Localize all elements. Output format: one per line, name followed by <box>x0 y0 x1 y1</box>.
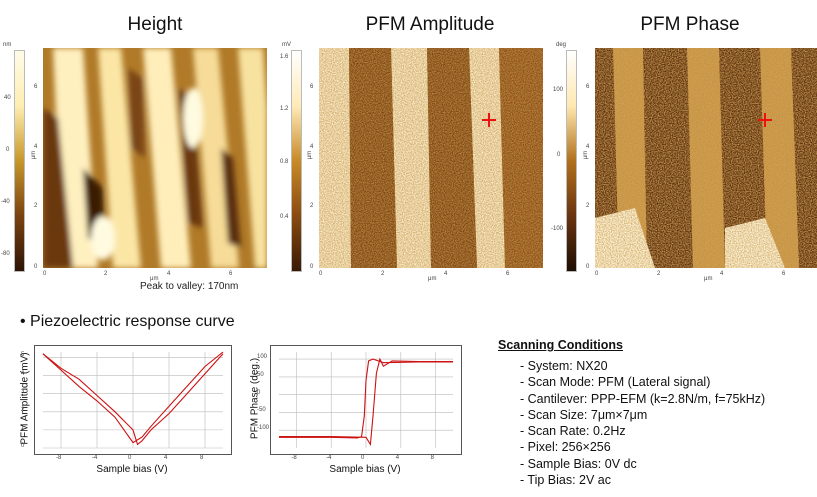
condition-pixel: - Pixel: 256×256 <box>520 440 611 455</box>
height-x-tick-6: 6 <box>229 271 233 277</box>
height-scale-tick-m80: -80 <box>1 251 10 257</box>
amplitude-x-tick-6: 6 <box>506 271 510 277</box>
y-tick-label: 4 <box>21 370 25 377</box>
x-tick-label: 8 <box>430 455 434 461</box>
height-x-tick-2: 2 <box>104 271 108 277</box>
amplitude-unit: mV <box>282 42 291 48</box>
phase-colorbar <box>566 50 577 272</box>
height-x-unit: μm <box>150 276 159 282</box>
height-y-unit: μm <box>31 150 38 160</box>
phase-scale-tick-m100: -100 <box>551 226 564 232</box>
x-tick-label: -8 <box>56 455 62 461</box>
amplitude-scale-tick-0-4: 0.4 <box>280 214 289 220</box>
amplitude-scale-tick-0-8: 0.8 <box>280 159 289 165</box>
amplitude-x-tick-2: 2 <box>381 271 385 277</box>
phase-y-tick-2: 2 <box>586 203 590 209</box>
amplitude-scale-tick-1-6: 1.6 <box>280 54 289 60</box>
height-x-tick-0: 0 <box>43 271 47 277</box>
phase-x-tick-0: 0 <box>595 271 599 277</box>
phase-curve-plot <box>270 345 462 455</box>
condition-cantilever: - Cantilever: PPP-EFM (k=2.8N/m, f=75kHz… <box>520 391 766 406</box>
phase-y-tick-0: 0 <box>586 264 590 270</box>
amplitude-x-tick-4: 4 <box>444 271 448 277</box>
height-title: Height <box>127 14 183 35</box>
y-tick-label: -100 <box>257 425 270 432</box>
x-tick-label: 0 <box>361 455 365 461</box>
height-x-tick-4: 4 <box>167 271 171 277</box>
scanning-conditions-list: - System: NX20 - Scan Mode: PFM (Lateral… <box>520 358 765 488</box>
y-tick-label: 3 <box>21 388 25 395</box>
amplitude-y-tick-4: 4 <box>310 144 314 150</box>
height-colorbar <box>14 50 25 272</box>
response-curve-heading: • Piezoelectric response curve <box>20 313 235 330</box>
series-line-1 <box>279 357 453 447</box>
amplitude-map-image <box>319 48 543 268</box>
y-tick-label: 5 <box>21 352 25 359</box>
phase-unit: deg <box>556 42 567 48</box>
pfm-phase-title: PFM Phase <box>640 14 740 35</box>
height-y-tick-2: 2 <box>34 203 38 209</box>
phase-scale-tick-100: 100 <box>553 87 564 93</box>
phase-scale-tick-0: 0 <box>557 152 561 158</box>
phase-x-tick-6: 6 <box>782 271 786 277</box>
phase-x-unit: μm <box>704 276 713 282</box>
height-y-tick-0: 0 <box>34 264 38 270</box>
condition-sample-bias: - Sample Bias: 0V dc <box>520 456 637 471</box>
height-y-tick-6: 6 <box>34 84 38 90</box>
phase-map-image <box>595 48 817 268</box>
amplitude-x-tick-0: 0 <box>319 271 323 277</box>
amplitude-x-unit: μm <box>428 276 437 282</box>
height-scale-tick-0: 0 <box>6 147 10 153</box>
x-tick-label: -8 <box>291 455 297 461</box>
x-tick-label: 4 <box>395 455 400 461</box>
y-tick-label: -50 <box>257 407 266 414</box>
condition-scan-size: - Scan Size: 7μm×7μm <box>520 407 648 422</box>
condition-tip-bias: - Tip Bias: 2V ac <box>520 473 612 488</box>
y-tick-label: 0 <box>21 443 25 449</box>
x-tick-label: -4 <box>92 455 98 461</box>
y-tick-label: 2 <box>21 406 25 413</box>
scanning-conditions-title: Scanning Conditions <box>498 338 623 352</box>
amplitude-curve-svg <box>42 351 224 449</box>
series-line-1 <box>42 353 224 446</box>
series-line-0 <box>279 358 453 439</box>
phase-y-unit: μm <box>583 150 590 160</box>
condition-scan-rate: - Scan Rate: 0.2Hz <box>520 424 626 439</box>
height-y-tick-4: 4 <box>34 144 38 150</box>
amplitude-y-tick-0: 0 <box>310 264 314 270</box>
height-unit: nm <box>3 42 12 48</box>
amplitude-y-tick-6: 6 <box>310 84 314 90</box>
y-tick-label: 1 <box>21 424 25 431</box>
phase-curve-svg <box>279 352 453 448</box>
x-tick-label: 4 <box>164 455 168 461</box>
phase-x-tick-4: 4 <box>720 271 724 277</box>
condition-system: - System: NX20 <box>520 359 608 373</box>
y-tick-label: 100 <box>257 354 268 361</box>
phase-x-tick-2: 2 <box>657 271 661 277</box>
peak-to-valley-label: Peak to valley: 170nm <box>140 281 239 292</box>
condition-scan-mode: - Scan Mode: PFM (Lateral signal) <box>520 375 711 390</box>
amplitude-colorbar <box>291 50 302 272</box>
amplitude-curve-plot <box>34 345 232 455</box>
phase-y-tick-6: 6 <box>586 84 590 90</box>
x-tick-label: 0 <box>128 455 132 461</box>
amplitude-curve-xlabel: Sample bias (V) <box>96 464 168 475</box>
amplitude-y-tick-2: 2 <box>310 203 314 209</box>
amplitude-scale-tick-1-2: 1.2 <box>280 106 289 112</box>
height-map-image <box>43 48 267 268</box>
pfm-amplitude-title: PFM Amplitude <box>365 14 495 35</box>
phase-curve-xlabel: Sample bias (V) <box>329 464 401 475</box>
series-line-0 <box>42 351 224 444</box>
height-scale-tick-40: 40 <box>4 95 11 101</box>
phase-y-tick-4: 4 <box>586 144 590 150</box>
x-tick-label: -4 <box>326 455 332 461</box>
amplitude-curve-ylabel: PFM Amplitude (mV) <box>19 352 31 445</box>
y-tick-label: 50 <box>257 371 264 378</box>
y-tick-label: 0 <box>257 389 261 396</box>
amplitude-y-unit: μm <box>307 150 314 160</box>
height-scale-tick-m40: -40 <box>1 199 10 205</box>
x-tick-label: 8 <box>200 455 204 461</box>
